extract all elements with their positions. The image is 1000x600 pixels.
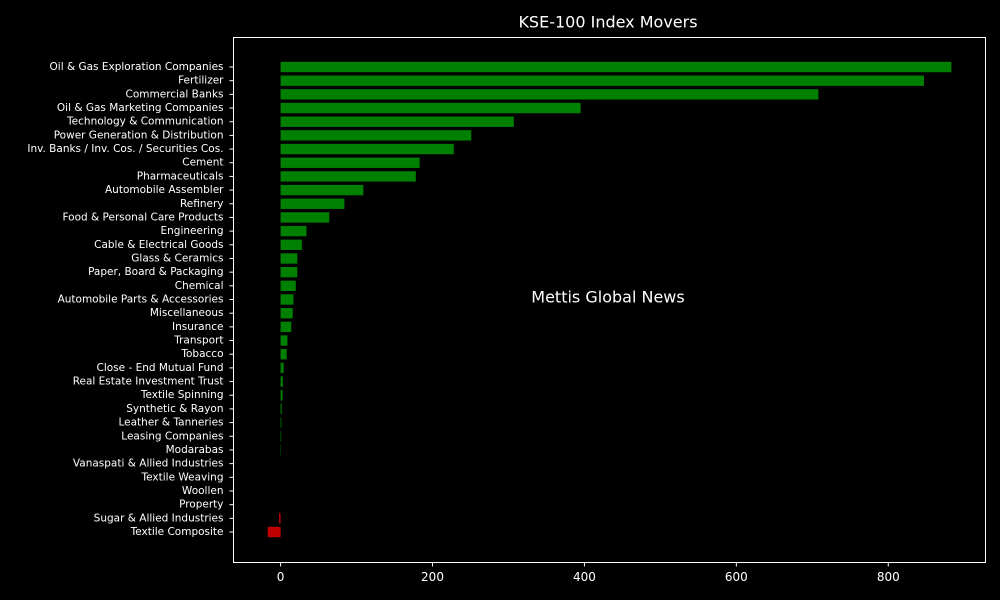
y-tick-label: Close - End Mutual Fund (97, 362, 224, 374)
bar (280, 184, 364, 196)
y-tick-label: Insurance (172, 321, 224, 333)
y-tick-label: Refinery (180, 198, 224, 210)
y-tick-label: Modarabas (166, 444, 224, 456)
bar (280, 307, 293, 319)
bar (267, 526, 281, 538)
bar (280, 376, 283, 387)
bar (280, 89, 819, 100)
y-tick-label: Commercial Banks (126, 88, 224, 100)
x-tick-label: 200 (421, 570, 444, 584)
bar (280, 116, 514, 127)
bar (280, 61, 952, 73)
y-tick-label: Automobile Assembler (105, 184, 224, 196)
bar (280, 321, 292, 333)
y-tick-label: Automobile Parts & Accessories (58, 294, 224, 306)
bar (280, 102, 581, 114)
y-tick-label: Engineering (161, 225, 224, 237)
y-tick-label: Cable & Electrical Goods (94, 239, 223, 251)
bar (280, 130, 472, 141)
y-tick-label: Textile Spinning (140, 389, 224, 401)
bar (280, 253, 298, 264)
y-tick-label: Transport (173, 335, 223, 347)
bar (280, 417, 282, 428)
bar (280, 362, 284, 374)
bar (280, 335, 288, 346)
y-tick-label: Oil & Gas Exploration Companies (50, 61, 224, 73)
y-tick-label: Chemical (175, 280, 224, 292)
y-tick-label: Cement (182, 157, 223, 169)
y-tick-label: Woollen (182, 485, 224, 497)
bar (280, 403, 282, 415)
y-tick-label: Paper, Board & Packaging (88, 266, 223, 278)
bar (280, 157, 420, 168)
x-tick-label: 400 (573, 570, 596, 584)
x-tick-label: 0 (277, 570, 285, 584)
bar (280, 294, 294, 305)
x-tick-label: 600 (725, 570, 748, 584)
bar (280, 171, 416, 182)
bar (280, 212, 330, 223)
y-tick-label: Tobacco (180, 348, 223, 360)
y-tick-label: Pharmaceuticals (137, 170, 224, 182)
y-tick-label: Property (179, 499, 223, 511)
y-tick-label: Real Estate Investment Trust (73, 376, 224, 388)
bar (280, 75, 924, 86)
y-tick-label: Synthetic & Rayon (126, 403, 223, 415)
y-tick-label: Sugar & Allied Industries (94, 512, 224, 524)
y-tick-label: Textile Weaving (141, 471, 224, 483)
bar (280, 390, 283, 401)
y-tick-label: Fertilizer (178, 75, 224, 87)
bar (280, 143, 454, 155)
y-tick-label: Textile Composite (130, 526, 224, 538)
bar (280, 239, 302, 250)
y-tick-label: Inv. Banks / Inv. Cos. / Securities Cos. (27, 143, 223, 155)
y-tick-label: Leather & Tanneries (118, 417, 223, 429)
bar (280, 225, 307, 237)
bar (280, 349, 287, 360)
y-tick-label: Oil & Gas Marketing Companies (57, 102, 224, 114)
bar (280, 280, 296, 292)
y-tick-label: Technology & Communication (66, 116, 223, 128)
y-tick-label: Power Generation & Distribution (54, 129, 224, 141)
chart-title: KSE-100 Index Movers (518, 13, 697, 32)
bar (280, 266, 298, 278)
bar (279, 513, 281, 524)
bar (280, 198, 345, 209)
annotation: Mettis Global News (531, 288, 684, 307)
y-tick-label: Glass & Ceramics (131, 252, 223, 264)
bar (280, 431, 282, 442)
y-tick-label: Food & Personal Care Products (62, 211, 223, 223)
y-tick-label: Leasing Companies (121, 430, 223, 442)
y-tick-label: Vanaspati & Allied Industries (73, 458, 224, 470)
x-tick-label: 800 (877, 570, 900, 584)
y-tick-label: Miscellaneous (150, 307, 224, 319)
